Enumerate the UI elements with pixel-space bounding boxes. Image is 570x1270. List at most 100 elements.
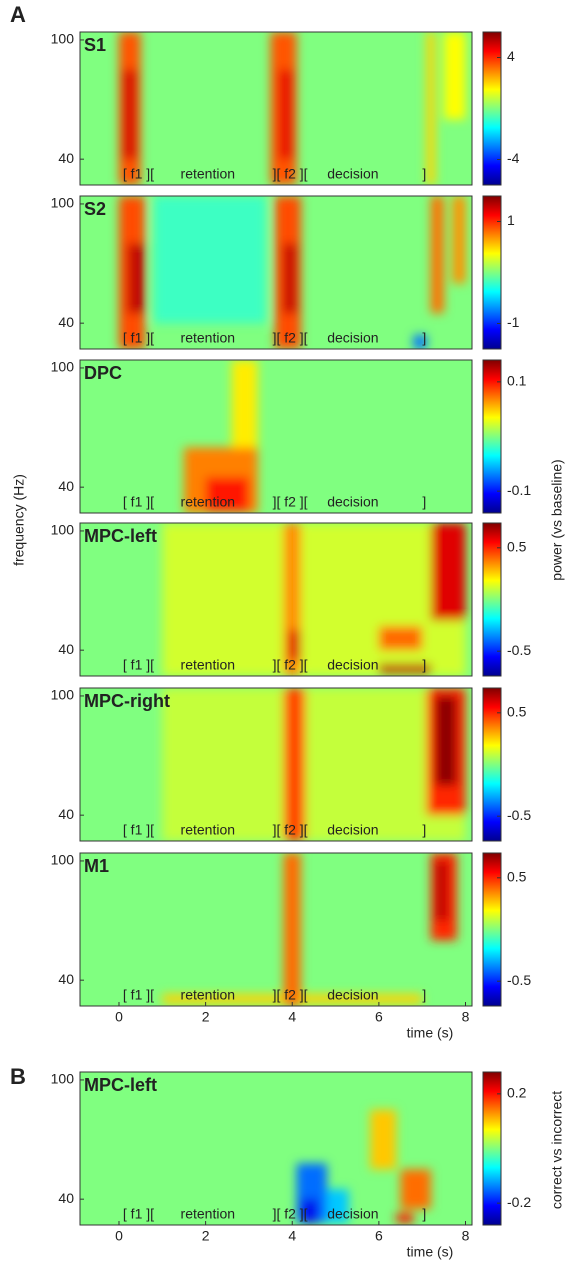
x-axis-label: time (s) [407, 1025, 454, 1041]
colorbar-tick-label: 4 [507, 48, 515, 64]
x-tick-label: 8 [462, 1009, 470, 1025]
colorbar [482, 1071, 502, 1226]
heatmap-layer [162, 853, 457, 1006]
x-tick-label: 6 [375, 1009, 383, 1025]
epoch-label: retention [181, 1206, 235, 1222]
epoch-label: decision [327, 657, 378, 673]
heatmap [296, 1109, 431, 1224]
heatmap-cell [287, 630, 301, 661]
heatmap-cell [283, 688, 306, 841]
x-tick-label: 0 [115, 1009, 123, 1025]
heatmap-cell [426, 32, 436, 185]
epoch-label: [ f1 ][ [123, 987, 154, 1003]
y-tick-label: 40 [58, 478, 74, 494]
heatmap-layer [118, 32, 466, 185]
x-tick-label: 4 [288, 1228, 296, 1244]
epoch-label: [ f1 ][ [123, 657, 154, 673]
colorbar [482, 31, 502, 186]
y-tick-label: 100 [51, 31, 75, 47]
y-tick-label: 100 [51, 852, 75, 868]
y-tick-label: 40 [58, 641, 74, 657]
heatmap-cell [300, 1199, 319, 1224]
colorbar [482, 522, 502, 677]
x-tick-label: 6 [375, 1228, 383, 1244]
heatmap-cell [127, 243, 145, 314]
x-tick-label: 2 [202, 1228, 210, 1244]
heatmap [162, 523, 466, 676]
epoch-label: ] [422, 166, 426, 182]
epoch-label: ] [422, 494, 426, 510]
epoch-label: retention [181, 166, 235, 182]
epoch-label: [ f1 ][ [123, 822, 154, 838]
plot-frame [79, 359, 473, 514]
epoch-label: decision [327, 822, 378, 838]
heatmap [118, 196, 466, 349]
colorbar-tick-label: -0.1 [507, 482, 531, 498]
colorbar [482, 852, 502, 1007]
colorbar-tick-label: 0.5 [507, 869, 527, 885]
epoch-label: ][ f2 ][ [273, 330, 308, 346]
panel-label: B [10, 1064, 26, 1089]
colorbar-tick-label: -1 [507, 314, 520, 330]
colorbar-tick-label: 0.5 [507, 539, 527, 555]
panel-title: S1 [84, 35, 106, 55]
epoch-label: ] [422, 657, 426, 673]
panel-label: A [10, 2, 26, 27]
y-axis-label: frequency (Hz) [11, 474, 27, 566]
y-tick-label: 40 [58, 314, 74, 330]
panel-title: M1 [84, 856, 109, 876]
heatmap-background [80, 853, 472, 1006]
colorbar-tick-label: -0.5 [507, 972, 531, 988]
heatmap-cell [430, 523, 466, 621]
epoch-label: ][ f2 ][ [273, 987, 308, 1003]
heatmap-cell [378, 626, 423, 651]
x-tick-label: 2 [202, 1009, 210, 1025]
heatmap-layer [183, 360, 258, 513]
colorbar [482, 359, 502, 514]
colorbar [482, 687, 502, 842]
heatmap-cell [400, 1169, 431, 1210]
x-axis-label: time (s) [407, 1244, 454, 1260]
heatmap-cell [435, 860, 449, 921]
colorbar-label: correct vs incorrect [549, 1091, 565, 1209]
plot-frame [79, 31, 473, 186]
heatmap-cell [283, 243, 297, 314]
epoch-label: decision [327, 494, 378, 510]
heatmap-layer [162, 688, 466, 841]
epoch-label: retention [181, 657, 235, 673]
heatmap-layer [162, 523, 466, 676]
heatmap-cell [153, 196, 267, 324]
plot-frame [79, 1071, 473, 1226]
panel-title: DPC [84, 363, 122, 383]
heatmap-layer [118, 196, 466, 349]
y-tick-label: 100 [51, 359, 75, 375]
y-tick-label: 100 [51, 1071, 75, 1087]
x-tick-label: 0 [115, 1228, 123, 1244]
epoch-label: ] [422, 1206, 426, 1222]
colorbar-tick-label: 0.1 [507, 373, 527, 389]
colorbar-label: power (vs baseline) [549, 459, 565, 580]
epoch-label: decision [327, 166, 378, 182]
y-tick-label: 100 [51, 195, 75, 211]
panel-title: S2 [84, 199, 106, 219]
epoch-label: ][ f2 ][ [273, 1206, 308, 1222]
heatmap-cell [162, 523, 466, 676]
epoch-label: decision [327, 330, 378, 346]
heatmap-cell [205, 477, 249, 512]
plot-frame [79, 522, 473, 677]
x-tick-label: 8 [462, 1228, 470, 1244]
y-tick-label: 40 [58, 971, 74, 987]
y-tick-label: 100 [51, 687, 75, 703]
epoch-label: [ f1 ][ [123, 330, 154, 346]
epoch-label: ] [422, 330, 426, 346]
heatmap-cell [396, 1213, 414, 1224]
heatmap-cell [370, 1109, 397, 1170]
heatmap-cell [283, 853, 301, 1006]
epoch-label: [ f1 ][ [123, 1206, 154, 1222]
epoch-label: decision [327, 987, 378, 1003]
colorbar-tick-label: -0.5 [507, 807, 531, 823]
epoch-label: retention [181, 822, 235, 838]
x-tick-label: 4 [288, 1009, 296, 1025]
heatmap-background [80, 360, 472, 513]
